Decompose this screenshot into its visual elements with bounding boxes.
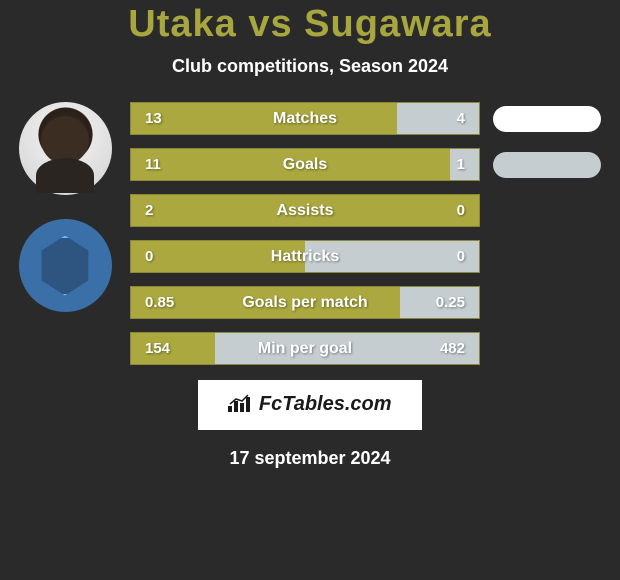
stat-right-value: 0 [457, 202, 465, 219]
stat-bar-container: 111Goals [130, 148, 480, 181]
content-area: 134Matches111Goals20Assists00Hattricks0.… [0, 102, 620, 365]
stat-left-value: 0 [145, 248, 153, 265]
comparison-infographic: Utaka vs Sugawara Club competitions, Sea… [0, 0, 620, 580]
avatar-column [10, 102, 120, 365]
stat-right-value: 1 [457, 156, 465, 173]
stat-label: Assists [277, 202, 334, 220]
stat-right-value: 4 [457, 110, 465, 127]
branding-text: FcTables.com [259, 393, 392, 415]
stat-pill [493, 106, 601, 132]
footer-area: FcTables.com 17 september 2024 [0, 380, 620, 469]
player-2-club-badge [19, 219, 112, 312]
branding-badge: FcTables.com [198, 380, 421, 430]
stat-label: Goals per match [242, 294, 367, 312]
stat-right-value: 0 [457, 248, 465, 265]
stat-label: Hattricks [271, 248, 339, 266]
stat-bar-container: 2 0 Assists [130, 194, 480, 227]
stat-row: 111Goals [130, 148, 600, 181]
player-1-avatar [19, 102, 112, 195]
stat-left-value: 0.85 [145, 294, 174, 311]
stats-bars-area: 134Matches111Goals20Assists00Hattricks0.… [120, 102, 610, 365]
stat-row: 0.85 0.25 Goals per match [130, 286, 600, 319]
stat-label: Min per goal [258, 340, 352, 358]
date-text: 17 september 2024 [0, 448, 620, 469]
stat-left-value: 154 [145, 340, 170, 357]
stat-row: 2 0 Assists [130, 194, 600, 227]
stat-right-value: 0.25 [436, 294, 465, 311]
stat-pill [493, 152, 601, 178]
stat-left-value: 11 [145, 156, 161, 173]
stat-label: Matches [273, 110, 337, 128]
stat-bar-container: 0.85 0.25 Goals per match [130, 286, 480, 319]
stat-bar-container: 0 0 Hattricks [130, 240, 480, 273]
chart-icon [228, 394, 250, 417]
stat-right-value: 482 [440, 340, 465, 357]
stat-left-value: 13 [145, 110, 162, 127]
stat-row: 154 482 Min per goal [130, 332, 600, 365]
page-title: Utaka vs Sugawara [0, 3, 620, 46]
stat-row: 13 4 Matches [130, 102, 600, 135]
stat-bar-container: 154 482 Min per goal [130, 332, 480, 365]
stat-bar-right-fill [397, 103, 479, 134]
stat-row: 0 0 Hattricks [130, 240, 600, 273]
stat-bar-container: 13 4 Matches [130, 102, 480, 135]
stat-label: Goals [283, 156, 327, 174]
page-subtitle: Club competitions, Season 2024 [0, 56, 620, 77]
stat-left-value: 2 [145, 202, 153, 219]
